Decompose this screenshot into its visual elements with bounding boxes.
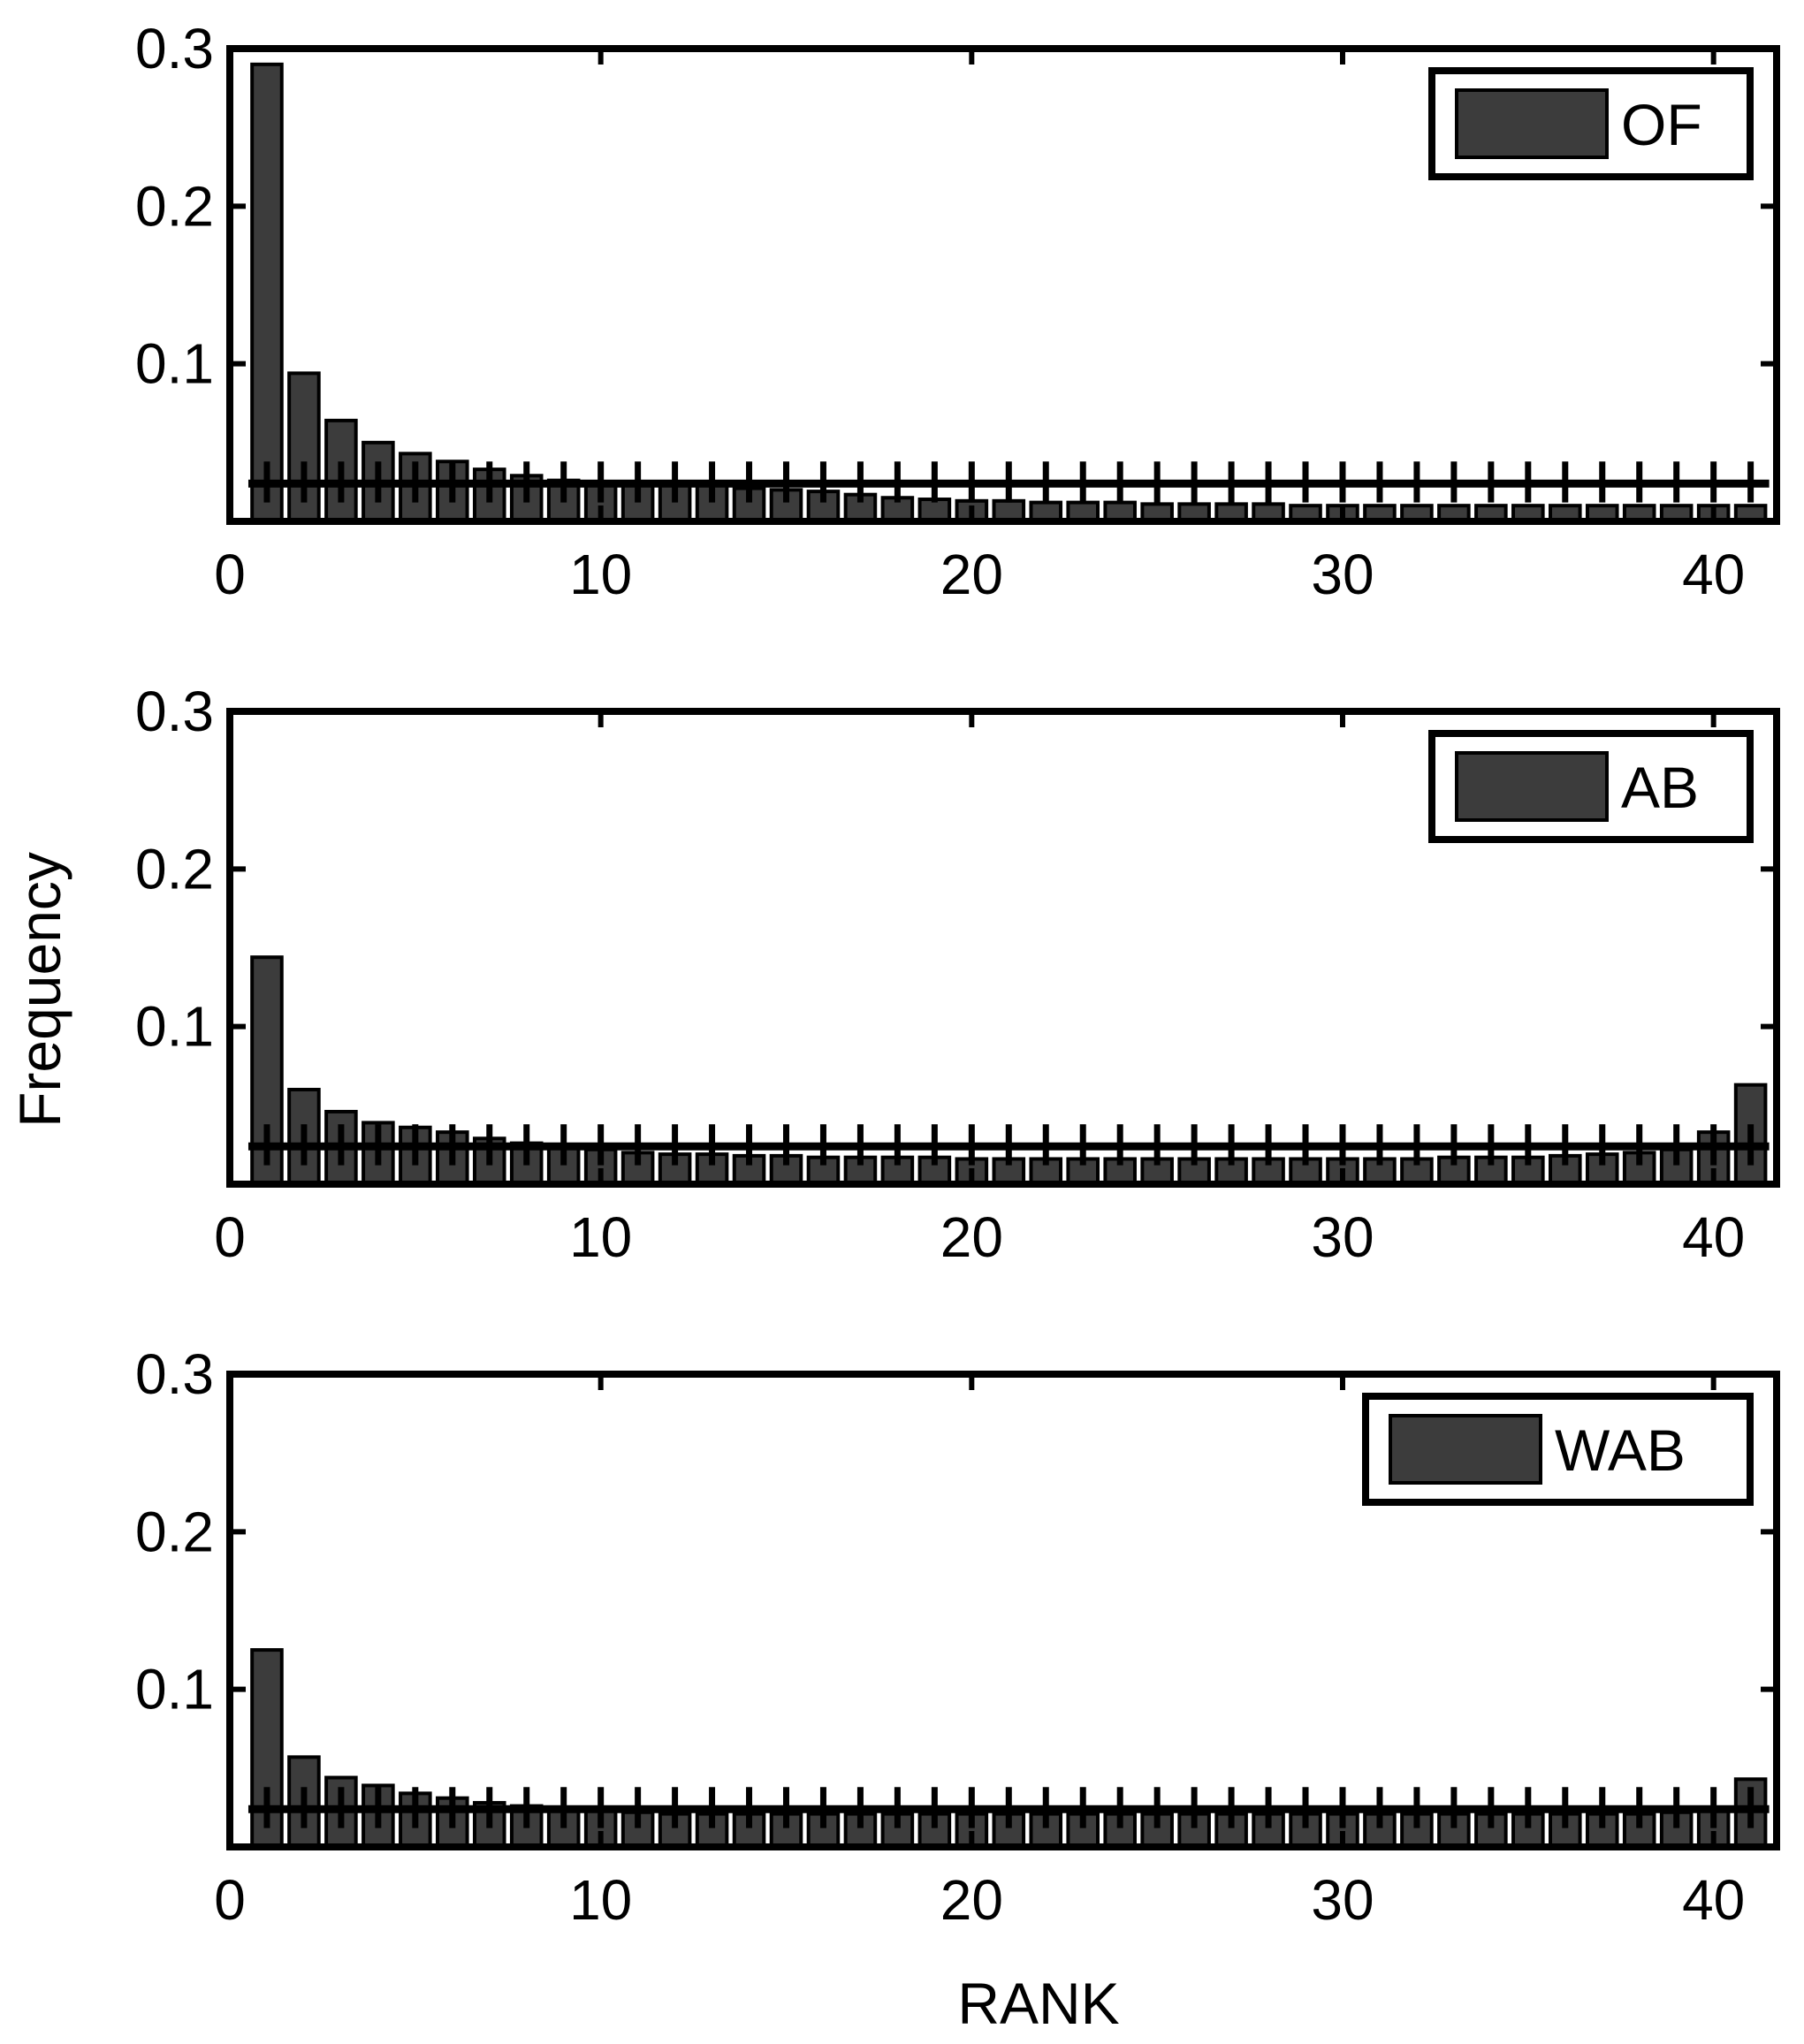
y-tick-label: 0.1 <box>135 332 214 396</box>
bar <box>250 62 284 524</box>
bar <box>917 498 952 523</box>
y-tick-label: 0.3 <box>135 17 214 80</box>
axes-frame <box>226 708 1780 1188</box>
subplot-panels: 0.1 0.2 0.3 0 10 20 30 40 OF 0.1 0.2 0.3 0 10 20 30 40 AB… <box>135 17 1780 1932</box>
x-tick-label: 40 <box>1682 1205 1745 1269</box>
y-tick-label: 0.2 <box>135 837 214 900</box>
y-tick-label: 0.2 <box>135 1500 214 1563</box>
legend-swatch <box>1455 751 1609 822</box>
y-tick-label: 0.3 <box>135 1342 214 1406</box>
x-tick-label: 30 <box>1311 543 1374 606</box>
subplot-3: 0.1 0.2 0.3 0 10 20 30 40 WAB <box>135 1342 1780 1932</box>
x-tick-label: 10 <box>569 1205 632 1269</box>
legend-label: OF <box>1621 92 1702 157</box>
x-tick-label: 30 <box>1311 1868 1374 1932</box>
legend-swatch <box>1455 88 1609 159</box>
x-tick-label: 0 <box>214 1868 246 1932</box>
subplot-2: 0.1 0.2 0.3 0 10 20 30 40 AB <box>135 680 1780 1269</box>
x-tick-label: 20 <box>940 543 1003 606</box>
legend-swatch <box>1389 1414 1542 1485</box>
x-tick-label: 20 <box>940 1205 1003 1269</box>
x-tick-label: 40 <box>1682 1868 1745 1932</box>
axes-frame <box>226 45 1780 525</box>
legend-label: AB <box>1621 755 1699 820</box>
y-tick-label: 0.2 <box>135 174 214 238</box>
x-tick-label: 10 <box>569 1868 632 1932</box>
x-tick-label: 10 <box>569 543 632 606</box>
x-axis-label: RANK <box>957 1971 1119 2036</box>
y-tick-label: 0.3 <box>135 680 214 743</box>
y-tick-label: 0.1 <box>135 995 214 1059</box>
legend-label: WAB <box>1555 1417 1686 1483</box>
axes-frame <box>226 1371 1780 1850</box>
x-tick-label: 40 <box>1682 543 1745 606</box>
x-tick-label: 20 <box>940 1868 1003 1932</box>
x-tick-label: 30 <box>1311 1205 1374 1269</box>
y-axis-label: Frequency <box>7 852 72 1128</box>
y-tick-label: 0.1 <box>135 1658 214 1721</box>
x-tick-label: 0 <box>214 1205 246 1269</box>
x-tick-label: 0 <box>214 543 246 606</box>
subplot-1: 0.1 0.2 0.3 0 10 20 30 40 OF <box>135 17 1780 606</box>
